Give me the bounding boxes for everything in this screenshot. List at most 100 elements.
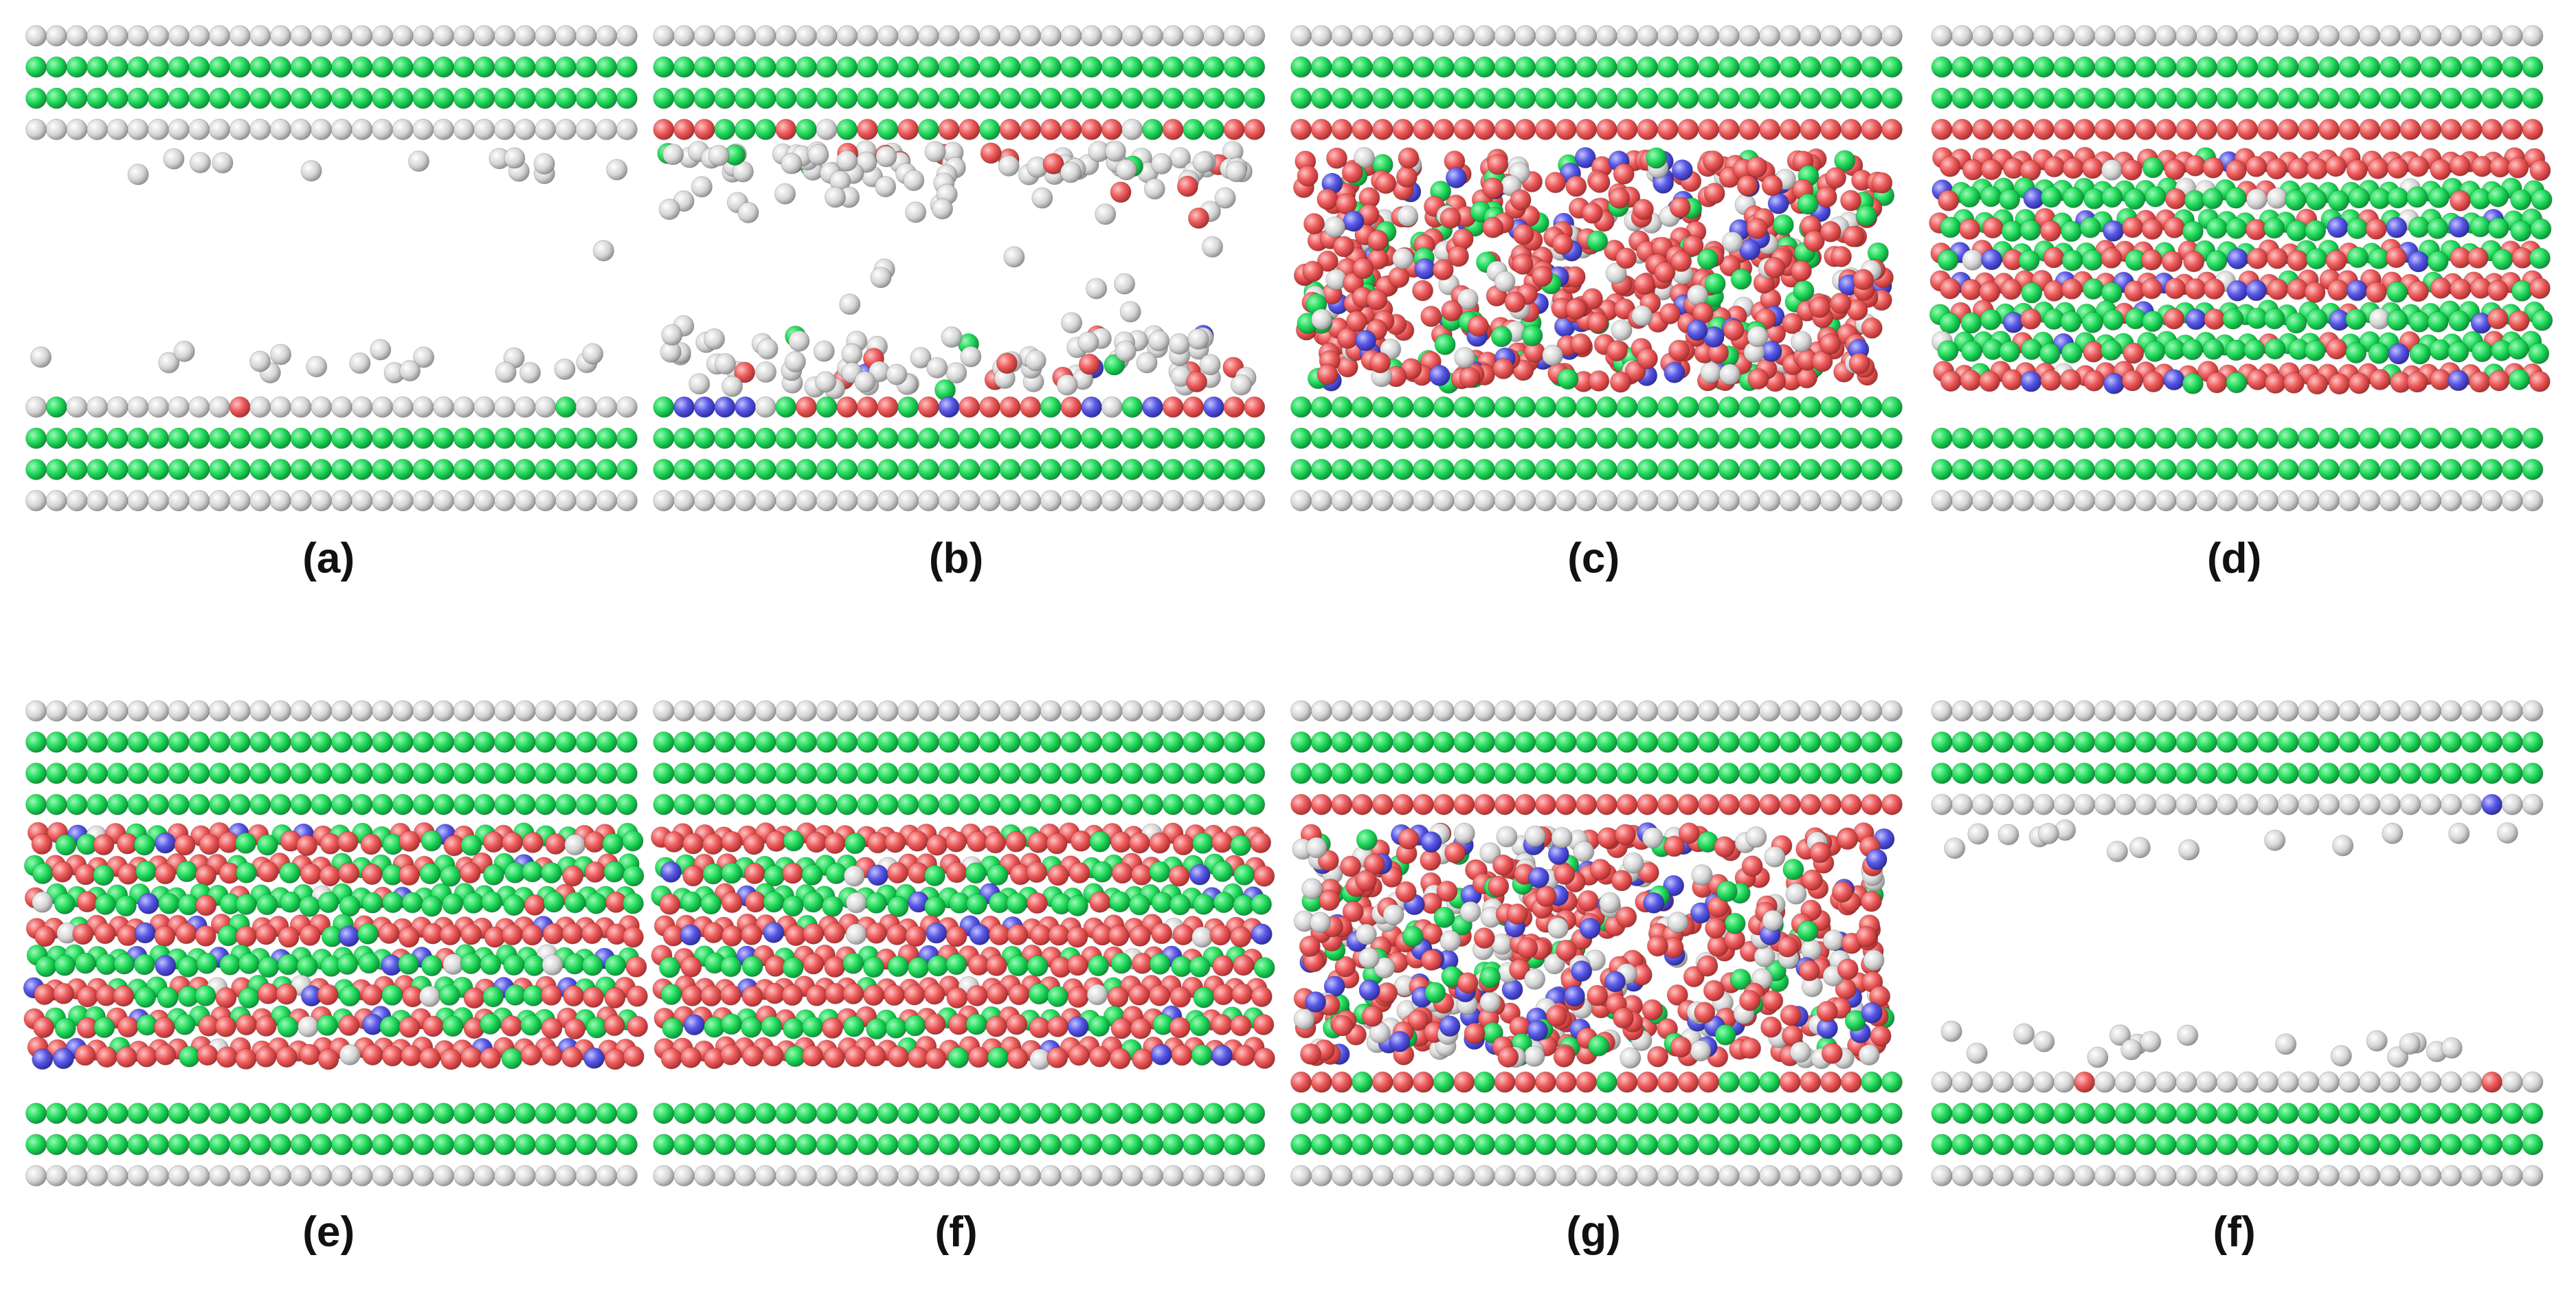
atom bbox=[2013, 1164, 2035, 1187]
atom bbox=[54, 954, 76, 976]
atom bbox=[34, 925, 56, 947]
atom bbox=[370, 339, 392, 361]
atom bbox=[1081, 56, 1103, 78]
atom bbox=[93, 1017, 115, 1039]
atom bbox=[473, 490, 495, 512]
atom bbox=[734, 1134, 757, 1155]
atom bbox=[555, 731, 576, 753]
atom bbox=[1657, 427, 1679, 449]
atom bbox=[1081, 700, 1103, 722]
atom bbox=[1577, 890, 1599, 912]
atom bbox=[1881, 1134, 1903, 1155]
atom bbox=[1842, 225, 1864, 247]
atom bbox=[127, 427, 149, 449]
atom bbox=[673, 700, 695, 722]
atom bbox=[1576, 490, 1598, 512]
atom bbox=[1840, 763, 1862, 785]
atom bbox=[1060, 396, 1082, 418]
atom bbox=[1302, 260, 1324, 282]
atom bbox=[1223, 763, 1245, 785]
atom bbox=[2245, 188, 2267, 210]
atom bbox=[734, 25, 757, 47]
atom bbox=[229, 1134, 251, 1155]
atom bbox=[741, 956, 763, 978]
atom bbox=[926, 922, 948, 944]
atom bbox=[2522, 763, 2544, 785]
atom bbox=[1595, 458, 1617, 480]
atom bbox=[1637, 1071, 1659, 1093]
atom bbox=[2386, 309, 2408, 331]
atom bbox=[1202, 1164, 1224, 1187]
atom bbox=[1046, 833, 1068, 855]
atom bbox=[2053, 793, 2075, 815]
panel-label: (c) bbox=[1567, 535, 1620, 583]
atom bbox=[1595, 1103, 1617, 1125]
atom bbox=[357, 923, 379, 945]
atom bbox=[2277, 56, 2299, 78]
atom bbox=[1705, 917, 1727, 939]
atom bbox=[2529, 278, 2551, 300]
atom bbox=[1331, 1164, 1353, 1187]
atom bbox=[55, 834, 77, 856]
atom bbox=[562, 865, 584, 887]
atom bbox=[372, 1164, 394, 1187]
atom bbox=[2195, 490, 2218, 512]
atom bbox=[585, 892, 607, 914]
atom bbox=[1646, 147, 1668, 169]
atom bbox=[2074, 25, 2096, 47]
atom bbox=[1677, 1134, 1699, 1155]
atom bbox=[168, 396, 190, 418]
atom bbox=[1183, 118, 1205, 141]
atom bbox=[1340, 855, 1362, 877]
atom bbox=[1202, 87, 1224, 109]
atom bbox=[1352, 731, 1374, 753]
atom bbox=[331, 700, 352, 722]
atom bbox=[1040, 700, 1062, 722]
atom bbox=[1061, 312, 1083, 334]
atom bbox=[1121, 87, 1143, 109]
atom bbox=[514, 87, 536, 109]
atom bbox=[795, 763, 818, 785]
atom bbox=[757, 338, 779, 360]
atom bbox=[1299, 1043, 1322, 1065]
atom bbox=[959, 1134, 981, 1155]
atom bbox=[1931, 1103, 1953, 1125]
atom bbox=[877, 731, 899, 753]
atom bbox=[1819, 396, 1842, 418]
atom bbox=[917, 25, 939, 47]
atom bbox=[2101, 282, 2123, 304]
atom bbox=[1104, 140, 1126, 162]
atom bbox=[1860, 890, 1883, 912]
atom bbox=[1840, 1103, 1862, 1125]
atom bbox=[2449, 190, 2471, 212]
atom bbox=[2359, 763, 2381, 785]
atom bbox=[2039, 343, 2061, 365]
atom bbox=[2094, 1134, 2116, 1155]
atom bbox=[25, 56, 47, 78]
atom bbox=[127, 396, 149, 418]
atom bbox=[1453, 490, 1475, 512]
atom bbox=[1171, 956, 1193, 978]
atom bbox=[734, 1103, 757, 1125]
atom bbox=[1718, 1071, 1740, 1093]
atom bbox=[2522, 731, 2544, 753]
atom bbox=[1040, 793, 1062, 815]
atom bbox=[575, 700, 597, 722]
atom bbox=[514, 396, 536, 418]
atom bbox=[2256, 56, 2279, 78]
atom bbox=[763, 891, 785, 913]
atom bbox=[2388, 343, 2410, 365]
atom bbox=[700, 985, 722, 1007]
atom bbox=[877, 427, 899, 449]
atom bbox=[1187, 207, 1209, 229]
atom bbox=[2263, 308, 2285, 330]
atom bbox=[1101, 700, 1123, 722]
atom bbox=[653, 763, 675, 785]
atom bbox=[1046, 986, 1068, 1008]
atom bbox=[45, 427, 67, 449]
atom bbox=[1718, 700, 1740, 722]
atom bbox=[154, 863, 177, 885]
atom bbox=[1509, 958, 1531, 980]
atom bbox=[1595, 763, 1617, 785]
